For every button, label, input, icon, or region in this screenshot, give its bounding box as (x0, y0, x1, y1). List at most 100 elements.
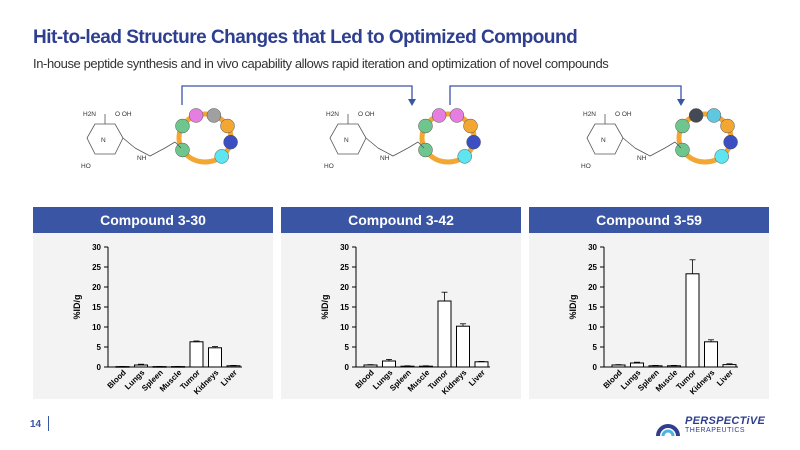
bond-line (365, 137, 379, 149)
label-n: N (101, 137, 106, 144)
label-amine: H2N (83, 111, 96, 118)
label-hydroxyl-bottom: HO (581, 163, 591, 170)
y-tick-label: 15 (588, 303, 597, 312)
bar-liver (474, 361, 489, 368)
label-nh: NH (380, 155, 390, 162)
linker-line (377, 141, 419, 157)
bond-line (417, 141, 425, 149)
macrocycle-line (586, 123, 624, 155)
y-tick-label: 20 (588, 283, 597, 292)
amino-acid-bead (449, 108, 465, 123)
bond-line (674, 141, 682, 149)
amino-acid-bead (466, 134, 481, 150)
amino-acid-bead (220, 118, 235, 134)
structure-compound-3-42: H2N O OH HO NH N (324, 108, 481, 170)
amino-acid-bead (714, 149, 729, 164)
y-tick-label: 10 (92, 323, 101, 332)
label-amine: H2N (326, 111, 339, 118)
y-axis-label: %ID/g (72, 294, 82, 319)
macrocycle-line (86, 123, 124, 155)
logo-subtitle: THERAPEUTICS (685, 427, 746, 434)
y-tick-label: 30 (92, 243, 101, 252)
amino-acid-bead (431, 108, 447, 123)
bond-line (122, 137, 136, 149)
label-n: N (344, 137, 349, 144)
amino-acid-bead (418, 118, 433, 134)
y-tick-label: 10 (340, 323, 349, 332)
y-axis-label: %ID/g (320, 294, 330, 319)
y-tick-label: 30 (588, 243, 597, 252)
bar-muscle (667, 365, 681, 368)
x-tick-label: Liver (715, 368, 735, 388)
linker-line (134, 141, 176, 157)
label-nh: NH (637, 155, 647, 162)
y-tick-label: 0 (345, 363, 350, 372)
bar-spleen (400, 365, 415, 368)
bar-tumor (437, 300, 452, 368)
bar-kidneys (704, 341, 718, 368)
biodistribution-chart-3-59: 051015202530%ID/gBloodLungsSpleenMuscleT… (568, 243, 738, 396)
label-hydroxyl-top: O OH (358, 111, 375, 118)
label-n: N (601, 137, 606, 144)
x-tick-label: Liver (219, 368, 239, 388)
y-tick-label: 0 (593, 363, 598, 372)
amino-acid-bead (675, 118, 690, 134)
amino-acid-bead (706, 108, 722, 123)
panel-header-3-42: Compound 3-42 (281, 207, 521, 233)
y-tick-label: 25 (340, 263, 349, 272)
y-tick-label: 0 (97, 363, 102, 372)
y-tick-label: 5 (593, 343, 598, 352)
x-tick-label: Liver (467, 368, 487, 388)
bar-kidneys (208, 347, 222, 368)
arrow-3-42-to-3-59 (449, 85, 682, 105)
amino-acid-bead (463, 118, 478, 134)
y-tick-label: 20 (92, 283, 101, 292)
amino-acid-bead (175, 118, 190, 134)
amino-acid-bead (206, 108, 222, 123)
structure-compound-3-30: H2N O OH HO NH N (81, 108, 238, 170)
arrow-head-2 (677, 99, 685, 106)
bar-lungs (134, 364, 148, 368)
bar-muscle (419, 365, 433, 368)
chart-panel-3-59: 0 5 10 15 20 25 30 %ID/g Blood Lungs Spleen Muscle T… (529, 233, 769, 399)
chart-panel-3-42: 0 5 10 15 20 25 30 %ID/g Blood Lungs Spleen Muscle T… (281, 233, 521, 399)
panel-header-3-30: Compound 3-30 (33, 207, 273, 233)
amino-acid-bead (723, 134, 738, 150)
logo-name: PERSPECTiVE (685, 415, 766, 427)
bar-tumor (685, 273, 700, 368)
amino-acid-bead (688, 108, 704, 123)
bar-lungs (630, 362, 644, 368)
page-number: 14 (30, 419, 42, 430)
y-tick-label: 20 (340, 283, 349, 292)
label-hydroxyl-bottom: HO (324, 163, 334, 170)
y-axis-label: %ID/g (568, 294, 578, 319)
page-subtitle: In-house peptide synthesis and in vivo c… (33, 56, 609, 71)
y-tick-label: 25 (92, 263, 101, 272)
bar-lungs (382, 360, 396, 368)
page-title: Hit-to-lead Structure Changes that Led t… (33, 27, 578, 48)
arrow-head-1 (408, 99, 416, 106)
bar-blood (611, 364, 626, 368)
amino-acid-bead (188, 108, 204, 123)
label-nh: NH (137, 155, 147, 162)
page-divider (48, 416, 49, 431)
y-tick-label: 5 (345, 343, 350, 352)
y-tick-label: 5 (97, 343, 102, 352)
y-tick-label: 15 (92, 303, 101, 312)
bond-line (622, 137, 636, 149)
amino-acid-bead (223, 134, 238, 150)
label-hydroxyl-bottom: HO (81, 163, 91, 170)
amino-acid-bead (457, 149, 472, 164)
chart-panel-3-30: 0 5 10 15 20 25 30 %ID/g Blood Lungs Spleen Muscle T… (33, 233, 273, 399)
bar-liver (226, 365, 241, 368)
bar-liver (722, 364, 737, 368)
y-tick-label: 10 (588, 323, 597, 332)
bar-blood (363, 364, 378, 368)
amino-acid-bead (720, 118, 735, 134)
structures-diagram: H2N O OH HO NH N H2N O OH HO NH N H2N O OH HO NH N (81, 85, 738, 170)
y-tick-label: 15 (340, 303, 349, 312)
bar-spleen (648, 365, 663, 368)
panel-header-3-59: Compound 3-59 (529, 207, 769, 233)
structure-compound-3-59: H2N O OH HO NH N (581, 108, 738, 170)
macrocycle-line (329, 123, 367, 155)
